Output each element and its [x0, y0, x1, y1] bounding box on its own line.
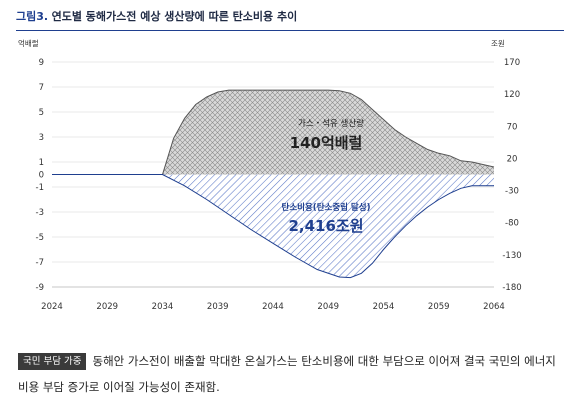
left-tick-label: -5 — [36, 233, 44, 243]
left-tick-label: 1 — [39, 158, 44, 168]
production-label: 가스・석유 생산량 — [298, 118, 364, 129]
x-tick-label: 2034 — [152, 302, 174, 312]
left-tick-label: 5 — [39, 108, 44, 118]
x-tick-label: 2039 — [207, 302, 229, 312]
x-tick-label: 2029 — [96, 302, 118, 312]
x-tick-label: 2049 — [317, 302, 339, 312]
left-tick-label: -7 — [36, 258, 44, 268]
production-series-line — [52, 89, 495, 175]
x-tick-label: 2064 — [483, 302, 505, 312]
chart: 9 7 5 3 1 0 -1 -3 -5 -7 -9 170 120 70 20 -30 -80 -130 -180… — [18, 39, 522, 312]
axis-ticks: 9 7 5 3 1 0 -1 -3 -5 -7 -9 170 120 70 20 -30 -80 -130 -180… — [36, 58, 522, 312]
production-series-area — [52, 90, 494, 175]
left-tick-label: 0 — [39, 171, 44, 181]
carbon-cost-series-line — [52, 174, 494, 279]
right-tick-label: -180 — [502, 283, 521, 293]
right-tick-label: 120 — [504, 90, 520, 100]
note-text: 동해안 가스전이 배출할 막대한 온실가스는 탄소비용에 대한 부담으로 이어져… — [18, 354, 556, 394]
right-tick-label: 20 — [507, 154, 518, 164]
x-tick-label: 2024 — [41, 302, 63, 312]
left-tick-label: 7 — [39, 83, 44, 93]
figure-title: 연도별 동해가스전 예상 생산량에 따른 탄소비용 추이 — [51, 10, 298, 23]
right-tick-label: 70 — [507, 122, 518, 132]
carbon-cost-value: 2,416조원 — [288, 217, 363, 235]
series-areas — [52, 89, 495, 279]
right-axis-unit: 조원 — [491, 39, 505, 48]
left-axis-unit: 억배럴 — [18, 39, 39, 48]
carbon-cost-label: 탄소비용(탄소중립 달성) — [282, 202, 371, 213]
right-tick-label: 170 — [504, 58, 520, 68]
x-tick-label: 2059 — [428, 302, 450, 312]
figure-number: 그림3. — [16, 10, 49, 23]
right-tick-label: -30 — [505, 187, 519, 197]
production-value: 140억배럴 — [290, 134, 363, 152]
left-tick-label: 9 — [39, 58, 44, 68]
figure-header: 그림3. 연도별 동해가스전 예상 생산량에 따른 탄소비용 추이 — [16, 8, 564, 31]
left-tick-label: -9 — [36, 283, 44, 293]
left-tick-label: -3 — [36, 208, 44, 218]
note-badge: 국민 부담 가중 — [18, 353, 87, 370]
x-tick-label: 2054 — [373, 302, 395, 312]
carbon-cost-series-area — [52, 174, 494, 278]
x-tick-label: 2044 — [262, 302, 284, 312]
left-tick-label: 3 — [39, 133, 44, 143]
right-tick-label: -80 — [505, 219, 519, 229]
right-tick-label: -130 — [502, 251, 521, 261]
footnote: 국민 부담 가중 동해안 가스전이 배출할 막대한 온실가스는 탄소비용에 대한 … — [18, 348, 563, 400]
left-tick-label: -1 — [36, 183, 44, 193]
